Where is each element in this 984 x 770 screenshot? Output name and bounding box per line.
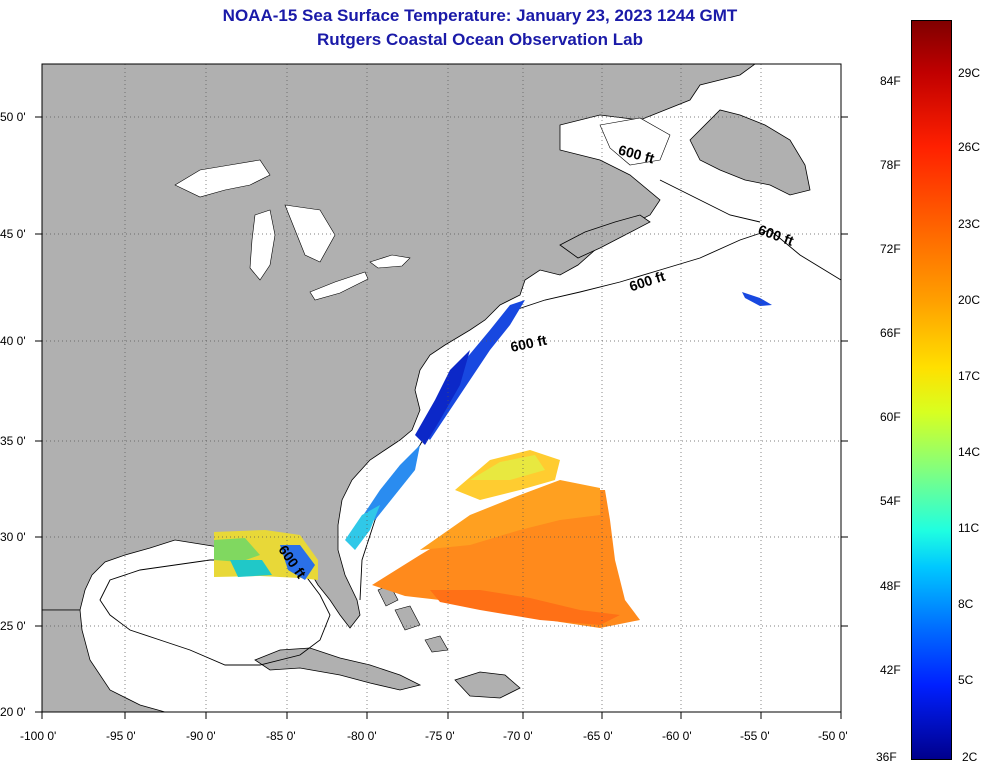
lake-michigan — [249, 209, 276, 281]
lon-tick-marks — [41, 712, 842, 719]
colorbar-c-label: 5C — [958, 673, 974, 687]
map-title: NOAA-15 Sea Surface Temperature: January… — [222, 6, 738, 25]
temperature-colorbar — [911, 20, 952, 760]
graticule — [42, 64, 841, 712]
lat-tick-label: 20 0' — [0, 705, 26, 719]
colorbar-c-label: 11C — [958, 521, 980, 535]
colorbar-f-label: 42F — [880, 663, 901, 677]
land-newfoundland — [689, 109, 811, 196]
colorbar-c-label: 17C — [958, 369, 981, 383]
land-hispaniola — [454, 671, 521, 699]
lat-tick-labels: 50 0' 45 0' 40 0' 35 0' 30 0' 25 0' 20 0… — [0, 110, 26, 719]
colorbar-c-label: 8C — [958, 597, 974, 611]
lon-tick-label: -55 0' — [740, 729, 770, 743]
lake-erie — [309, 271, 369, 301]
lon-tick-label: -90 0' — [186, 729, 216, 743]
colorbar-f-label: 54F — [880, 494, 901, 508]
lat-tick-label: 30 0' — [0, 530, 26, 544]
sst-swath-coastal — [345, 292, 772, 550]
lat-tick-label: 45 0' — [0, 227, 26, 241]
colorbar-f-label: 72F — [880, 242, 901, 256]
lon-tick-label: -85 0' — [266, 729, 296, 743]
colorbar-f-label: 48F — [880, 579, 901, 593]
land-mexico — [42, 609, 166, 712]
lake-ontario — [369, 254, 411, 269]
colorbar-c-label: 29C — [958, 66, 981, 80]
lake-huron — [284, 204, 336, 263]
colorbar-f-label: 36F — [876, 750, 897, 764]
lon-tick-label: -50 0' — [818, 729, 848, 743]
colorbar-c-label: 23C — [958, 217, 981, 231]
colorbar-c-label: 26C — [958, 140, 981, 154]
map-frame — [41, 63, 842, 713]
lon-tick-label: -70 0' — [503, 729, 533, 743]
colorbar-c-label: 20C — [958, 293, 981, 307]
colorbar-f-label: 60F — [880, 410, 901, 424]
contour-600ft-gulf — [99, 559, 331, 666]
land-nova-scotia — [559, 214, 651, 259]
colorbar-f-label: 84F — [880, 74, 901, 88]
lon-tick-label: -60 0' — [662, 729, 692, 743]
lon-tick-label: -65 0' — [583, 729, 613, 743]
gulf-st-lawrence — [599, 117, 671, 166]
lat-tick-label: 50 0' — [0, 110, 26, 124]
colorbar-c-label: 2C — [962, 750, 978, 764]
map-subtitle: Rutgers Coastal Ocean Observation Lab — [317, 30, 643, 49]
lat-tick-label: 25 0' — [0, 619, 26, 633]
lon-tick-label: -75 0' — [425, 729, 455, 743]
colorbar-f-label: 78F — [880, 158, 901, 172]
lon-tick-label: -80 0' — [347, 729, 377, 743]
lon-tick-labels: -100 0' -95 0' -90 0' -85 0' -80 0' -75 … — [20, 729, 848, 743]
lon-tick-label: -95 0' — [106, 729, 136, 743]
sst-swath-gulf-of-mexico — [214, 530, 318, 580]
contour-label: 600 ft — [509, 332, 548, 355]
colorbar-f-label: 66F — [880, 326, 901, 340]
lat-tick-marks — [35, 116, 848, 713]
contour-600ft-grand-banks — [659, 179, 761, 223]
lat-tick-label: 35 0' — [0, 434, 26, 448]
colorbar-c-label: 14C — [958, 445, 981, 459]
lat-tick-label: 40 0' — [0, 334, 26, 348]
lon-tick-label: -100 0' — [20, 729, 56, 743]
lake-superior — [174, 159, 271, 198]
sst-swath-gulfstream — [372, 450, 640, 628]
